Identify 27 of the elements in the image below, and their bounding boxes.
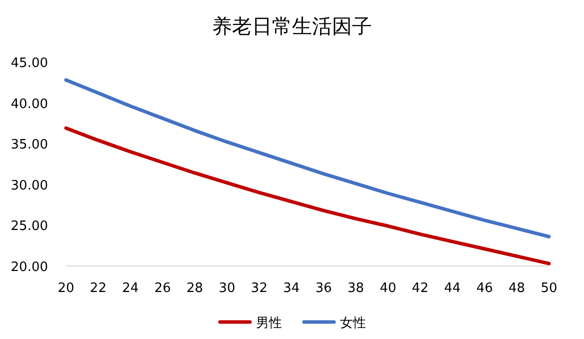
x-tick-label: 48 (508, 281, 526, 296)
x-tick-label: 38 (348, 281, 364, 296)
x-tick-label: 32 (250, 281, 268, 296)
x-tick-label: 36 (315, 281, 332, 296)
x-tick-label: 50 (540, 281, 558, 296)
x-tick-label: 46 (476, 281, 493, 296)
x-tick-label: 30 (218, 281, 236, 296)
x-tick-label: 22 (90, 281, 106, 296)
x-tick-label: 34 (283, 281, 300, 296)
x-tick-label: 44 (444, 281, 461, 296)
x-tick-label: 24 (122, 281, 139, 296)
chart-title: 养老日常生活因子 (212, 14, 372, 38)
y-tick-label: 40.00 (10, 96, 48, 112)
x-tick-label: 26 (154, 281, 171, 296)
y-tick-label: 45.00 (10, 56, 48, 71)
x-tick-label: 28 (186, 281, 204, 296)
x-tick-label: 42 (412, 281, 428, 296)
y-tick-label: 30.00 (10, 178, 48, 194)
line-series (64, 126, 551, 266)
line-series (64, 78, 551, 238)
legend-label: 男性 (256, 316, 282, 331)
y-tick-label: 20.00 (10, 260, 48, 275)
x-tick-label: 20 (58, 281, 74, 296)
x-tick-label: 40 (380, 281, 396, 296)
legend-label: 女性 (340, 316, 366, 331)
y-tick-label: 25.00 (10, 219, 48, 234)
y-tick-label: 35.00 (10, 138, 48, 153)
